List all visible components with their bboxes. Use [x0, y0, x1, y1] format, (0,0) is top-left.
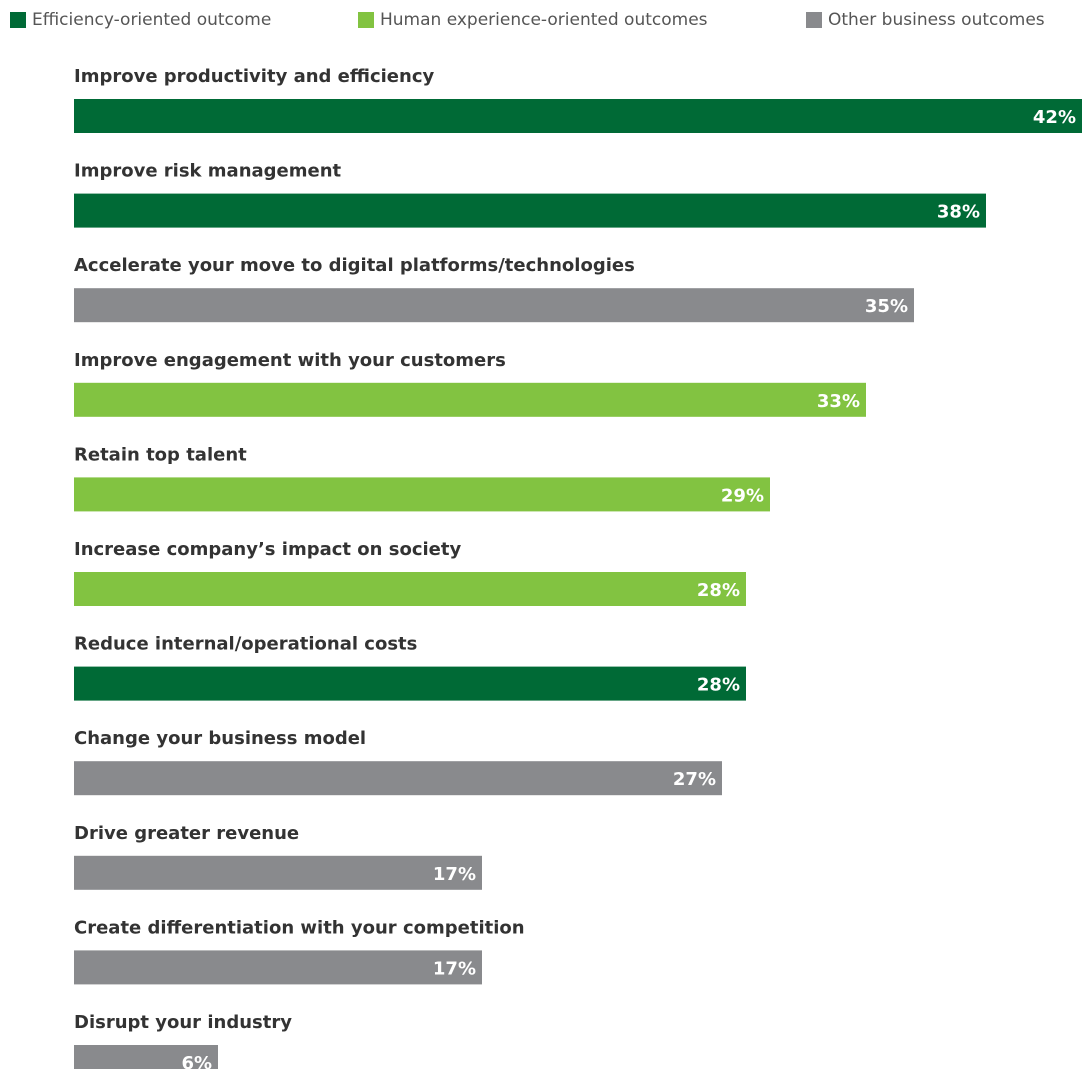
chart-legend: Efficiency-oriented outcome Human experi… — [0, 0, 1084, 40]
category-label: Retain top talent — [74, 444, 247, 465]
category-label: Change your business model — [74, 728, 366, 749]
bar-value-label: 17% — [433, 864, 476, 885]
bar — [74, 99, 1082, 133]
legend-swatch-efficiency — [10, 12, 26, 28]
category-label: Drive greater revenue — [74, 823, 299, 844]
bar — [74, 193, 986, 228]
category-label: Increase company’s impact on society — [74, 539, 461, 560]
bar — [74, 1045, 218, 1069]
legend-label-human-experience: Human experience-oriented outcomes — [380, 10, 708, 30]
category-label: Create differentiation with your competi… — [74, 917, 525, 938]
bar-value-label: 35% — [865, 296, 908, 317]
legend-label-efficiency: Efficiency-oriented outcome — [32, 10, 272, 30]
category-label: Improve engagement with your customers — [74, 350, 506, 371]
legend-label-other: Other business outcomes — [828, 10, 1045, 30]
legend-swatch-other — [806, 12, 822, 28]
bar-value-label: 28% — [697, 580, 740, 601]
bar-value-label: 6% — [181, 1053, 212, 1069]
bar-value-label: 42% — [1033, 107, 1076, 128]
bar — [74, 382, 866, 417]
bar — [74, 572, 746, 606]
category-label: Improve risk management — [74, 161, 342, 182]
bar — [74, 761, 722, 796]
bar-value-label: 38% — [937, 202, 980, 223]
category-label: Accelerate your move to digital platform… — [74, 255, 635, 276]
bar — [74, 477, 770, 512]
bar-value-label: 17% — [433, 958, 476, 979]
bar — [74, 950, 482, 985]
bar-value-label: 29% — [721, 485, 764, 506]
bar-value-label: 28% — [697, 675, 740, 696]
legend-item-efficiency: Efficiency-oriented outcome — [10, 8, 271, 32]
bar — [74, 855, 482, 890]
category-label: Reduce internal/operational costs — [74, 634, 417, 655]
legend-item-other: Other business outcomes — [806, 8, 1045, 32]
bar — [74, 666, 746, 701]
bar-value-label: 33% — [817, 391, 860, 412]
bar-value-label: 27% — [673, 769, 716, 790]
legend-item-human-experience: Human experience-oriented outcomes — [358, 8, 708, 32]
category-label: Improve productivity and efficiency — [74, 66, 434, 87]
category-label: Disrupt your industry — [74, 1012, 292, 1033]
legend-swatch-human-experience — [358, 12, 374, 28]
bar — [74, 288, 914, 323]
